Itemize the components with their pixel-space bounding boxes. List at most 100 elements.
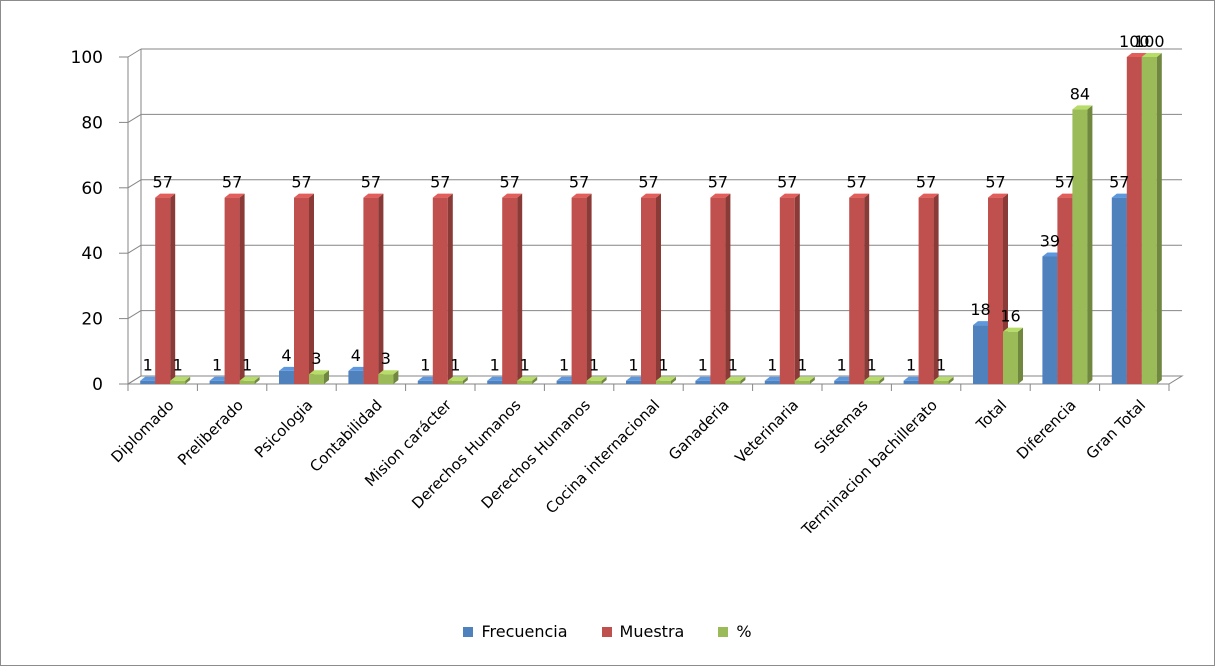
data-labels: 1 57 1 1 57 1 4 57 3 4 57 3 1 57 1 1 57 1 1 57 1 1 57 1 1 57 1 1 57 1… xyxy=(143,32,1165,375)
bar-side xyxy=(170,193,176,384)
data-label: 1 xyxy=(420,356,430,375)
bar-side xyxy=(864,193,870,384)
data-label: 1 xyxy=(628,356,638,375)
data-label: 1 xyxy=(450,356,460,375)
bar-side xyxy=(933,193,939,384)
data-label: 1 xyxy=(143,356,153,375)
bar-muestra-9 xyxy=(779,197,795,384)
bar-top xyxy=(239,376,260,381)
data-label: 1 xyxy=(728,356,738,375)
bar-muestra-11 xyxy=(918,197,934,384)
data-label: 1 xyxy=(559,356,569,375)
data-label: 1 xyxy=(698,356,708,375)
bar-frecuencia-5 xyxy=(487,380,503,384)
data-label: 1 xyxy=(767,356,777,375)
bar-top xyxy=(988,193,1008,198)
bar-side xyxy=(393,370,399,384)
bar-side xyxy=(239,193,245,384)
data-label: 57 xyxy=(916,173,936,192)
data-label: 57 xyxy=(430,173,450,192)
data-label: 16 xyxy=(1000,307,1020,326)
bar-muestra-0 xyxy=(155,197,171,384)
bar-top xyxy=(656,376,676,381)
data-label: 57 xyxy=(708,173,728,192)
bar--2 xyxy=(309,374,324,384)
bar-side xyxy=(378,193,384,384)
bar-top xyxy=(363,193,384,198)
bar-top xyxy=(224,193,245,198)
bar-frecuencia-9 xyxy=(764,380,780,384)
bar-side xyxy=(517,193,523,384)
bar--0 xyxy=(170,380,186,384)
bar-frecuencia-11 xyxy=(903,380,919,384)
legend-swatch xyxy=(463,626,474,637)
bar-top xyxy=(794,376,815,381)
bar-top xyxy=(864,376,885,381)
data-label: 4 xyxy=(281,346,291,365)
legend: Frecuencia Muestra% xyxy=(0,622,1215,641)
data-label: 84 xyxy=(1070,84,1090,103)
bar-top xyxy=(918,193,939,198)
bar-side xyxy=(254,376,260,384)
data-label: 1 xyxy=(589,356,599,375)
bar-side xyxy=(879,376,885,384)
gridline-side xyxy=(127,179,142,189)
data-label: 57 xyxy=(569,173,589,192)
bar-frecuencia-0 xyxy=(140,380,156,384)
bar-top xyxy=(517,376,538,381)
bar-side xyxy=(948,376,954,384)
bar-top xyxy=(309,370,329,375)
legend-label: % xyxy=(736,622,752,641)
legend-item: % xyxy=(718,622,752,641)
data-label: 57 xyxy=(361,173,381,192)
legend-swatch xyxy=(718,626,729,637)
bar-top xyxy=(571,193,592,198)
data-label: 100 xyxy=(1134,32,1165,51)
y-tick-label: 40 xyxy=(81,244,103,264)
bar--8 xyxy=(725,380,741,384)
bar-muestra-3 xyxy=(363,197,379,384)
y-tick-label: 0 xyxy=(92,375,103,395)
data-label: 57 xyxy=(777,173,797,192)
bar-top xyxy=(849,193,870,198)
bar-top xyxy=(586,376,607,381)
legend-item: Muestra xyxy=(601,622,684,641)
bar-side xyxy=(725,193,731,384)
bar-side xyxy=(1087,105,1093,384)
bar-frecuencia-14 xyxy=(1111,197,1127,384)
bar-top xyxy=(641,193,661,198)
bars xyxy=(140,53,1162,384)
bar-top xyxy=(779,193,800,198)
y-tick-label: 60 xyxy=(81,179,103,199)
bar-frecuencia-7 xyxy=(626,380,641,384)
bar-chart: 0 20 40 60 80 100 1 57 1 1 57 1 4 57 3 4 57 3 1 57 1 1 57 1 1 57… xyxy=(71,32,1184,539)
bar-side xyxy=(671,376,676,384)
bar-frecuencia-10 xyxy=(834,380,850,384)
bar-top xyxy=(710,193,731,198)
bar--9 xyxy=(794,380,810,384)
bar-top xyxy=(155,193,176,198)
bar-muestra-7 xyxy=(641,197,656,384)
bar-top xyxy=(1072,105,1093,110)
bar-top xyxy=(502,193,523,198)
data-label: 1 xyxy=(242,356,252,375)
data-label: 3 xyxy=(311,349,321,368)
x-tick-label: Terminacion bachillerato xyxy=(798,396,941,539)
x-tick-label: Diplomado xyxy=(107,396,177,466)
axes xyxy=(119,49,1184,391)
bar-muestra-8 xyxy=(710,197,726,384)
data-label: 1 xyxy=(797,356,807,375)
bar--11 xyxy=(933,380,949,384)
x-tick-label: Veterinaria xyxy=(731,396,802,467)
bar-frecuencia-8 xyxy=(695,380,711,384)
bar-muestra-5 xyxy=(502,197,518,384)
bar-side xyxy=(532,376,538,384)
data-label: 1 xyxy=(906,356,916,375)
bar-top xyxy=(170,376,191,381)
bar-side xyxy=(740,376,746,384)
bar-side xyxy=(462,376,468,384)
x-tick-label: Cocina internacional xyxy=(542,396,663,517)
x-tick-label: Ganaderia xyxy=(665,396,733,464)
data-label: 1 xyxy=(658,356,668,375)
